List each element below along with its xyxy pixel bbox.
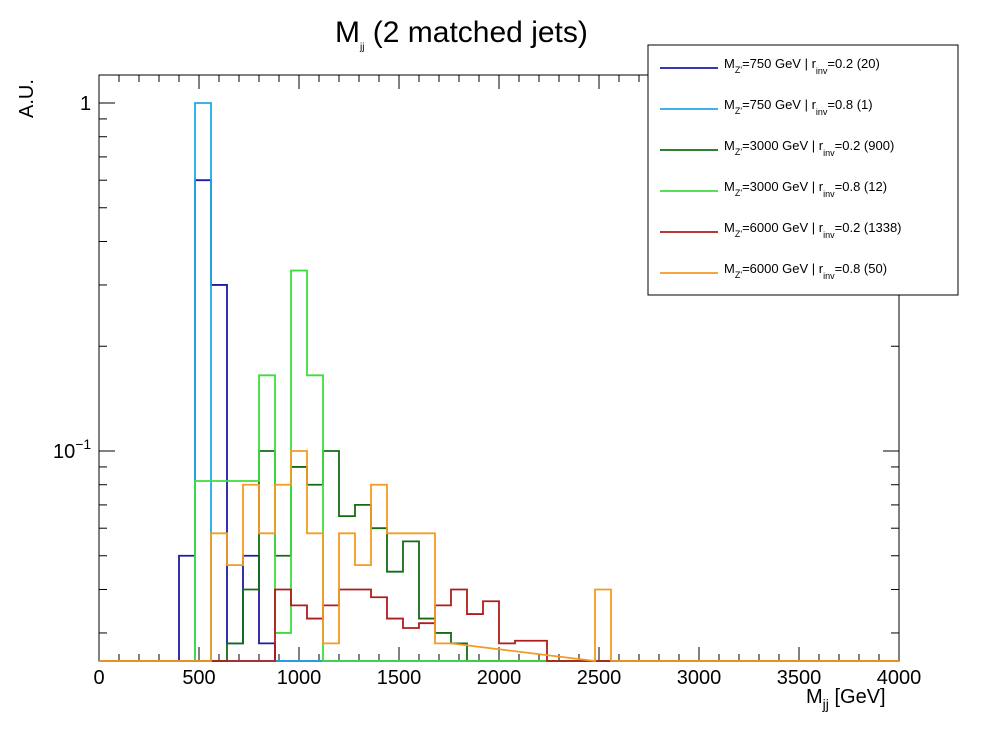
x-tick-label: 4000	[877, 667, 922, 689]
legend-entry-0: MZ'=750 GeV | rinv=0.2 (20)	[724, 56, 880, 76]
x-tick-label: 1000	[277, 667, 322, 689]
legend-entry-3: MZ'=3000 GeV | rinv=0.8 (12)	[724, 179, 887, 199]
y-tick-label-1: 1	[80, 93, 91, 115]
series-line-3	[99, 269, 899, 662]
legend-entry-5: MZ'=6000 GeV | rinv=0.8 (50)	[724, 261, 887, 281]
series-line-5	[99, 450, 899, 663]
x-tick-label: 1500	[377, 667, 422, 689]
x-tick-label: 500	[182, 667, 215, 689]
legend-entry-1: MZ'=750 GeV | rinv=0.8 (1)	[724, 97, 873, 117]
series-line-4	[99, 588, 899, 662]
x-tick-label: 0	[93, 667, 104, 689]
y-axis-label: A.U.	[16, 79, 38, 118]
legend-box	[647, 44, 959, 296]
x-tick-label: 2000	[477, 667, 522, 689]
legend-entry-2: MZ'=3000 GeV | rinv=0.2 (900)	[724, 138, 894, 158]
y-tick-label-0.1: 10−1	[53, 436, 91, 463]
x-tick-label: 3500	[777, 667, 822, 689]
series-line-0	[99, 179, 899, 662]
x-tick-labels: 0 500 1000 1500 2000 2500 3000 3500 4000	[93, 667, 921, 689]
histogram-series	[99, 102, 899, 663]
x-tick-label: 2500	[577, 667, 622, 689]
legend-entry-4: MZ'=6000 GeV | rinv=0.2 (1338)	[724, 220, 902, 240]
legend: MZ'=750 GeV | rinv=0.2 (20) MZ'=750 GeV |…	[647, 44, 959, 296]
chart-title: Mjj (2 matched jets)	[335, 16, 588, 53]
x-axis-label: Mjj [GeV]	[806, 686, 886, 712]
x-tick-label: 3000	[677, 667, 722, 689]
